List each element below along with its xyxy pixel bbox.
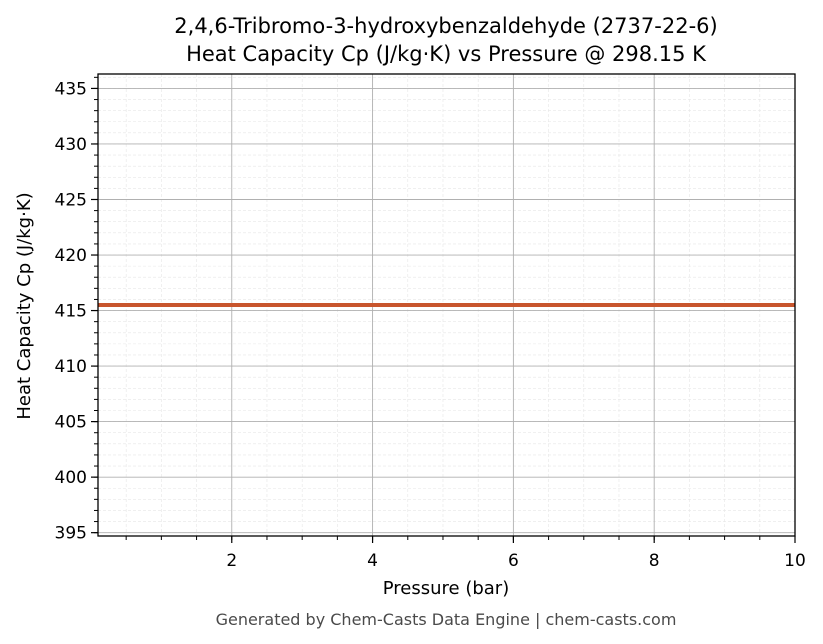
- y-tick-label: 425: [55, 190, 87, 210]
- x-tick-label: 2: [226, 551, 237, 571]
- plot-frame: [97, 73, 796, 537]
- x-axis-ticks: 2 4 6 8 10: [125, 536, 806, 571]
- x-tick-label: 4: [367, 551, 378, 571]
- y-tick-label: 415: [55, 302, 87, 322]
- chart-title: 2,4,6-Tribromo-3-hydroxybenzaldehyde (27…: [174, 14, 717, 38]
- footer-credit: Generated by Chem-Casts Data Engine | ch…: [216, 610, 677, 629]
- y-tick-label: 400: [55, 468, 87, 488]
- y-tick-label: 405: [55, 413, 87, 433]
- y-tick-label: 420: [55, 246, 87, 266]
- y-tick-label: 410: [55, 357, 87, 377]
- y-tick-label: 395: [55, 524, 87, 544]
- x-tick-label: 6: [508, 551, 519, 571]
- x-axis-label: Pressure (bar): [383, 578, 509, 599]
- x-tick-label: 10: [784, 551, 806, 571]
- y-axis-label: Heat Capacity Cp (J/kg·K): [14, 192, 35, 419]
- y-tick-label: 435: [55, 79, 87, 99]
- chart-subtitle: Heat Capacity Cp (J/kg·K) vs Pressure @ …: [186, 42, 707, 66]
- y-axis-ticks: 395 400 405 410 415 420 425 430 435: [55, 76, 98, 544]
- y-tick-label: 430: [55, 135, 87, 155]
- x-tick-label: 8: [649, 551, 660, 571]
